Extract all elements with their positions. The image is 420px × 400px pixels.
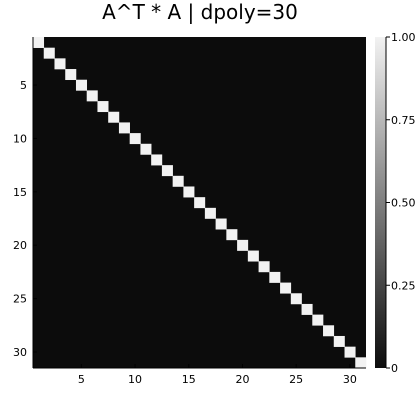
y-tick-label: 10 xyxy=(13,132,27,145)
heatmap-diagonal-cell xyxy=(33,37,45,48)
x-tick-label: 15 xyxy=(182,373,196,386)
heatmap-diagonal-cell xyxy=(129,133,141,145)
heatmap-diagonal-cell xyxy=(75,79,88,91)
colorbar-tick-label: 0.75 xyxy=(391,114,416,127)
colorbar-tick-label: 0 xyxy=(391,362,398,375)
heatmap-diagonal-cell xyxy=(237,239,249,251)
colorbar-tick-label: 0.50 xyxy=(391,197,416,210)
heatmap-diagonal-cell xyxy=(247,250,259,262)
colorbar-gradient xyxy=(375,37,386,368)
heatmap-diagonal-cell xyxy=(43,47,55,59)
x-tick-label: 5 xyxy=(78,373,85,386)
x-tick-label: 10 xyxy=(128,373,142,386)
heatmap-diagonal-cell xyxy=(172,175,184,187)
heatmap-diagonal-cell xyxy=(204,207,216,219)
x-tick-label: 25 xyxy=(289,373,303,386)
heatmap-diagonal-cell xyxy=(258,261,270,273)
heatmap-diagonal-cell xyxy=(280,282,292,294)
heatmap-diagonal-cell xyxy=(333,335,345,347)
heatmap-diagonal-cell xyxy=(215,218,227,230)
colorbar-tick-label: 0.25 xyxy=(391,279,416,292)
heatmap-diagonal-cell xyxy=(97,101,109,113)
x-tick-label: 30 xyxy=(343,373,357,386)
colorbar-tick-label: 1.00 xyxy=(391,31,416,44)
heatmap-diagonal-cell xyxy=(355,357,367,369)
heatmap-diagonal-cell xyxy=(226,229,238,241)
heatmap-diagonal-cell xyxy=(344,346,356,358)
heatmap-diagonal-cell xyxy=(140,143,152,155)
y-tick-label: 30 xyxy=(13,346,27,359)
y-axis: 5 10 15 20 25 30 xyxy=(13,37,37,368)
heatmap-diagonal-cell xyxy=(323,325,335,337)
heatmap-diagonal-cell xyxy=(108,111,120,123)
y-tick-label: 15 xyxy=(13,186,27,199)
colorbar: 0 0.25 0.50 0.75 1.00 xyxy=(375,31,416,375)
heatmap-diagonal-cell xyxy=(118,122,130,134)
heatmap-diagonal-cell xyxy=(301,303,313,315)
heatmap-diagonal-cell xyxy=(269,271,281,283)
x-axis: 5 10 15 20 25 30 xyxy=(33,364,366,386)
heatmap-cells xyxy=(33,37,367,369)
heatmap-diagonal-cell xyxy=(183,186,195,198)
heatmap-diagonal-cell xyxy=(65,69,77,81)
heatmap-diagonal-cell xyxy=(194,197,206,209)
heatmap-diagonal-cell xyxy=(151,154,163,166)
heatmap-diagonal-cell xyxy=(54,58,66,70)
heatmap-diagonal-cell xyxy=(290,293,302,305)
x-tick-label: 20 xyxy=(235,373,249,386)
heatmap-diagonal-cell xyxy=(86,90,98,102)
y-tick-label: 25 xyxy=(13,293,27,306)
heatmap-diagonal-cell xyxy=(312,314,324,326)
y-tick-label: 5 xyxy=(20,79,27,92)
heatmap-diagonal-cell xyxy=(161,165,173,177)
y-tick-label: 20 xyxy=(13,239,27,252)
chart-title: A^T * A | dpoly=30 xyxy=(102,0,298,24)
